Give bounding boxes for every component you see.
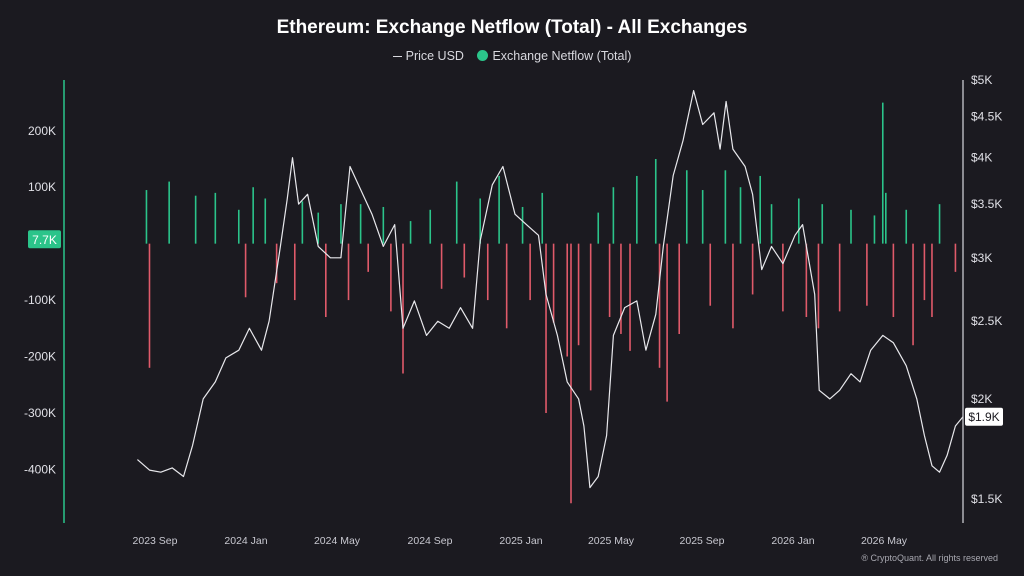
right-tick-label: $5K xyxy=(971,73,992,87)
x-tick-label: 2025 May xyxy=(588,535,635,547)
netflow-current-badge xyxy=(28,230,61,249)
left-tick-label: -100K xyxy=(24,293,56,307)
x-tick-label: 2024 Jan xyxy=(224,535,267,547)
right-tick-label: $2.5K xyxy=(971,314,1002,328)
price-line xyxy=(137,89,964,489)
legend-label-price: Price USD xyxy=(405,49,464,63)
right-tick-label: $1.5K xyxy=(971,492,1002,506)
chart-title: Ethereum: Exchange Netflow (Total) - All… xyxy=(276,17,748,38)
x-tick-label: 2024 Sep xyxy=(408,535,453,547)
axes: 200K 100K -100K -200K -300K -400K 7.7K $5K $4.5K… xyxy=(24,73,1003,547)
legend-dot-swatch xyxy=(477,50,489,61)
price-line-group xyxy=(137,89,964,489)
legend-label-netflow: Exchange Netflow (Total) xyxy=(492,49,632,63)
right-tick-label: $3.5K xyxy=(971,197,1002,211)
copyright-credit: ® CryptoQuant. All rights reserved xyxy=(861,553,998,563)
left-tick-label: -400K xyxy=(24,462,56,476)
price-current-value: $1.9K xyxy=(968,410,999,424)
legend: Price USD Exchange Netflow (Total) xyxy=(0,49,1024,63)
legend-line-swatch xyxy=(392,55,402,58)
legend-item-netflow[interactable]: Exchange Netflow (Total) xyxy=(477,49,631,63)
right-tick-label: $4.5K xyxy=(971,110,1002,124)
price-current-badge xyxy=(965,407,1003,426)
netflow-bars xyxy=(145,102,957,504)
x-tick-label: 2026 May xyxy=(861,535,908,547)
left-tick-label: -200K xyxy=(24,350,56,364)
x-tick-label: 2025 Jan xyxy=(499,535,542,547)
x-tick-label: 2025 Sep xyxy=(680,535,725,547)
right-tick-label: $2K xyxy=(971,392,992,406)
x-tick-label: 2026 Jan xyxy=(771,535,814,547)
right-tick-label: $4K xyxy=(971,151,992,165)
left-tick-label: -300K xyxy=(24,406,56,420)
right-tick-label: $3K xyxy=(971,251,992,265)
left-tick-label: 200K xyxy=(28,124,56,138)
netflow-current-value: 7.7K xyxy=(32,233,57,247)
x-tick-label: 2023 Sep xyxy=(133,535,178,547)
legend-item-price[interactable]: Price USD xyxy=(392,49,464,63)
left-tick-label: 100K xyxy=(28,180,56,194)
x-tick-label: 2024 May xyxy=(314,535,361,547)
